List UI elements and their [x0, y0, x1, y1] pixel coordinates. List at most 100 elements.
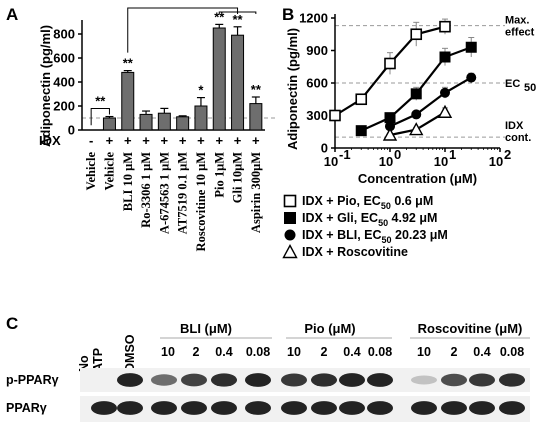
row-label: PPARγ	[6, 401, 47, 415]
data-point	[440, 87, 450, 98]
category-label: Ro-3306 1 μM	[139, 152, 153, 228]
bar	[212, 27, 226, 131]
data-point	[409, 122, 424, 136]
blot-band	[311, 373, 337, 387]
data-point	[410, 28, 423, 41]
legend-text: 4.92 μM	[388, 211, 437, 225]
blot-band	[151, 401, 177, 415]
significance-marker: **	[123, 56, 134, 71]
significance-marker: **	[232, 12, 243, 27]
blot-band	[469, 373, 495, 387]
comparison-bracket	[127, 7, 239, 53]
x-tick-label: 10	[489, 154, 503, 169]
legend-marker	[283, 194, 297, 208]
reference-label: cont.	[505, 132, 531, 144]
dose-label: 0.4	[215, 345, 232, 359]
bar	[157, 112, 171, 131]
legend-marker	[282, 244, 298, 259]
data-point	[439, 20, 451, 33]
x-tick-exponent: -1	[339, 147, 351, 162]
x-tick-label: 10	[434, 154, 448, 169]
reference-label: IDX	[505, 120, 524, 132]
dose-label: 2	[451, 345, 458, 359]
dose-label: 0.08	[246, 345, 270, 359]
dose-label: 0.4	[343, 345, 360, 359]
legend-marker	[284, 229, 296, 241]
dose-label: 10	[417, 345, 431, 359]
blot-band	[411, 375, 437, 385]
significance-marker: **	[251, 82, 262, 97]
idx-flag: -	[89, 133, 93, 148]
lane-header-label: No	[77, 355, 91, 372]
legend-text: IDX + Roscovitine	[302, 245, 408, 259]
dose-label: 2	[321, 345, 328, 359]
x-axis-label: Concentration (μM)	[358, 171, 477, 186]
y-tick-label: 300	[306, 108, 328, 123]
blot-band	[411, 401, 437, 415]
blot-band	[441, 401, 467, 415]
reference-label: Max.	[505, 15, 529, 27]
blot-band	[281, 373, 307, 387]
dose-label: 0.08	[368, 345, 392, 359]
y-axis-label: Adiponectin (pg/ml)	[285, 28, 300, 150]
data-point	[355, 93, 368, 106]
idx-flag: +	[197, 133, 205, 148]
x-tick-label: 10	[324, 154, 338, 169]
idx-flag: +	[252, 133, 260, 148]
reference-label-subscript: 50	[524, 82, 536, 94]
y-tick-label: 600	[53, 51, 75, 66]
legend-text: IDX + Pio, EC	[302, 194, 381, 208]
blot-band	[339, 401, 365, 415]
dose-label: 10	[161, 345, 175, 359]
idx-flag: +	[179, 133, 187, 148]
blot-band	[281, 401, 307, 415]
blot-band	[499, 373, 525, 387]
category-label: Vehicle	[84, 152, 98, 191]
panel-b-dose-response-chart: Adiponectin (pg/ml) Max.effect EC 50 IDXcont…	[282, 11, 536, 259]
legend-marker	[284, 212, 296, 224]
blot-band	[367, 373, 393, 387]
dose-label: 0.4	[473, 345, 490, 359]
y-tick-label: 800	[53, 27, 75, 42]
data-point	[385, 121, 395, 132]
bar	[121, 71, 135, 131]
data-point	[466, 72, 477, 83]
bar	[176, 116, 190, 131]
category-label: Pio 1μM	[212, 152, 226, 198]
treatment-group-label: BLI (μM)	[180, 321, 232, 336]
blot-band	[311, 401, 337, 415]
idx-flag: +	[215, 133, 223, 148]
treatment-group-label: Roscovitine (μM)	[418, 321, 523, 336]
y-tick-label: 200	[53, 99, 75, 114]
vehicle-bracket	[90, 108, 110, 126]
data-point	[439, 51, 451, 63]
bar	[231, 34, 245, 131]
bar	[139, 113, 153, 131]
blot-band	[211, 401, 237, 415]
idx-flag: +	[142, 133, 150, 148]
blot-band	[499, 401, 525, 415]
significance-marker: *	[198, 83, 204, 98]
x-tick-exponent: 0	[394, 147, 401, 162]
lane-header-label: DMSO	[123, 334, 137, 372]
y-axis-label: Adiponectin (pg/ml)	[38, 25, 53, 147]
y-tick-label: 0	[68, 123, 75, 138]
data-point	[437, 104, 453, 118]
x-tick-exponent: 2	[504, 147, 511, 162]
idx-flag: +	[234, 133, 242, 148]
blot-band	[91, 401, 117, 415]
blot-band	[367, 401, 393, 415]
legend-entry: IDX + Roscovitine	[302, 245, 408, 259]
category-label: Gli 10μM	[231, 152, 245, 203]
legend-subscript: 50	[378, 218, 388, 228]
blot-band	[245, 373, 271, 387]
legend-entry: IDX + Gli, EC50 4.92 μM	[302, 211, 437, 228]
bar	[102, 117, 116, 131]
reference-label: EC	[505, 78, 520, 90]
y-tick-label: 1200	[299, 11, 328, 26]
panel-a-letter: A	[6, 5, 18, 24]
blot-band	[245, 401, 271, 415]
